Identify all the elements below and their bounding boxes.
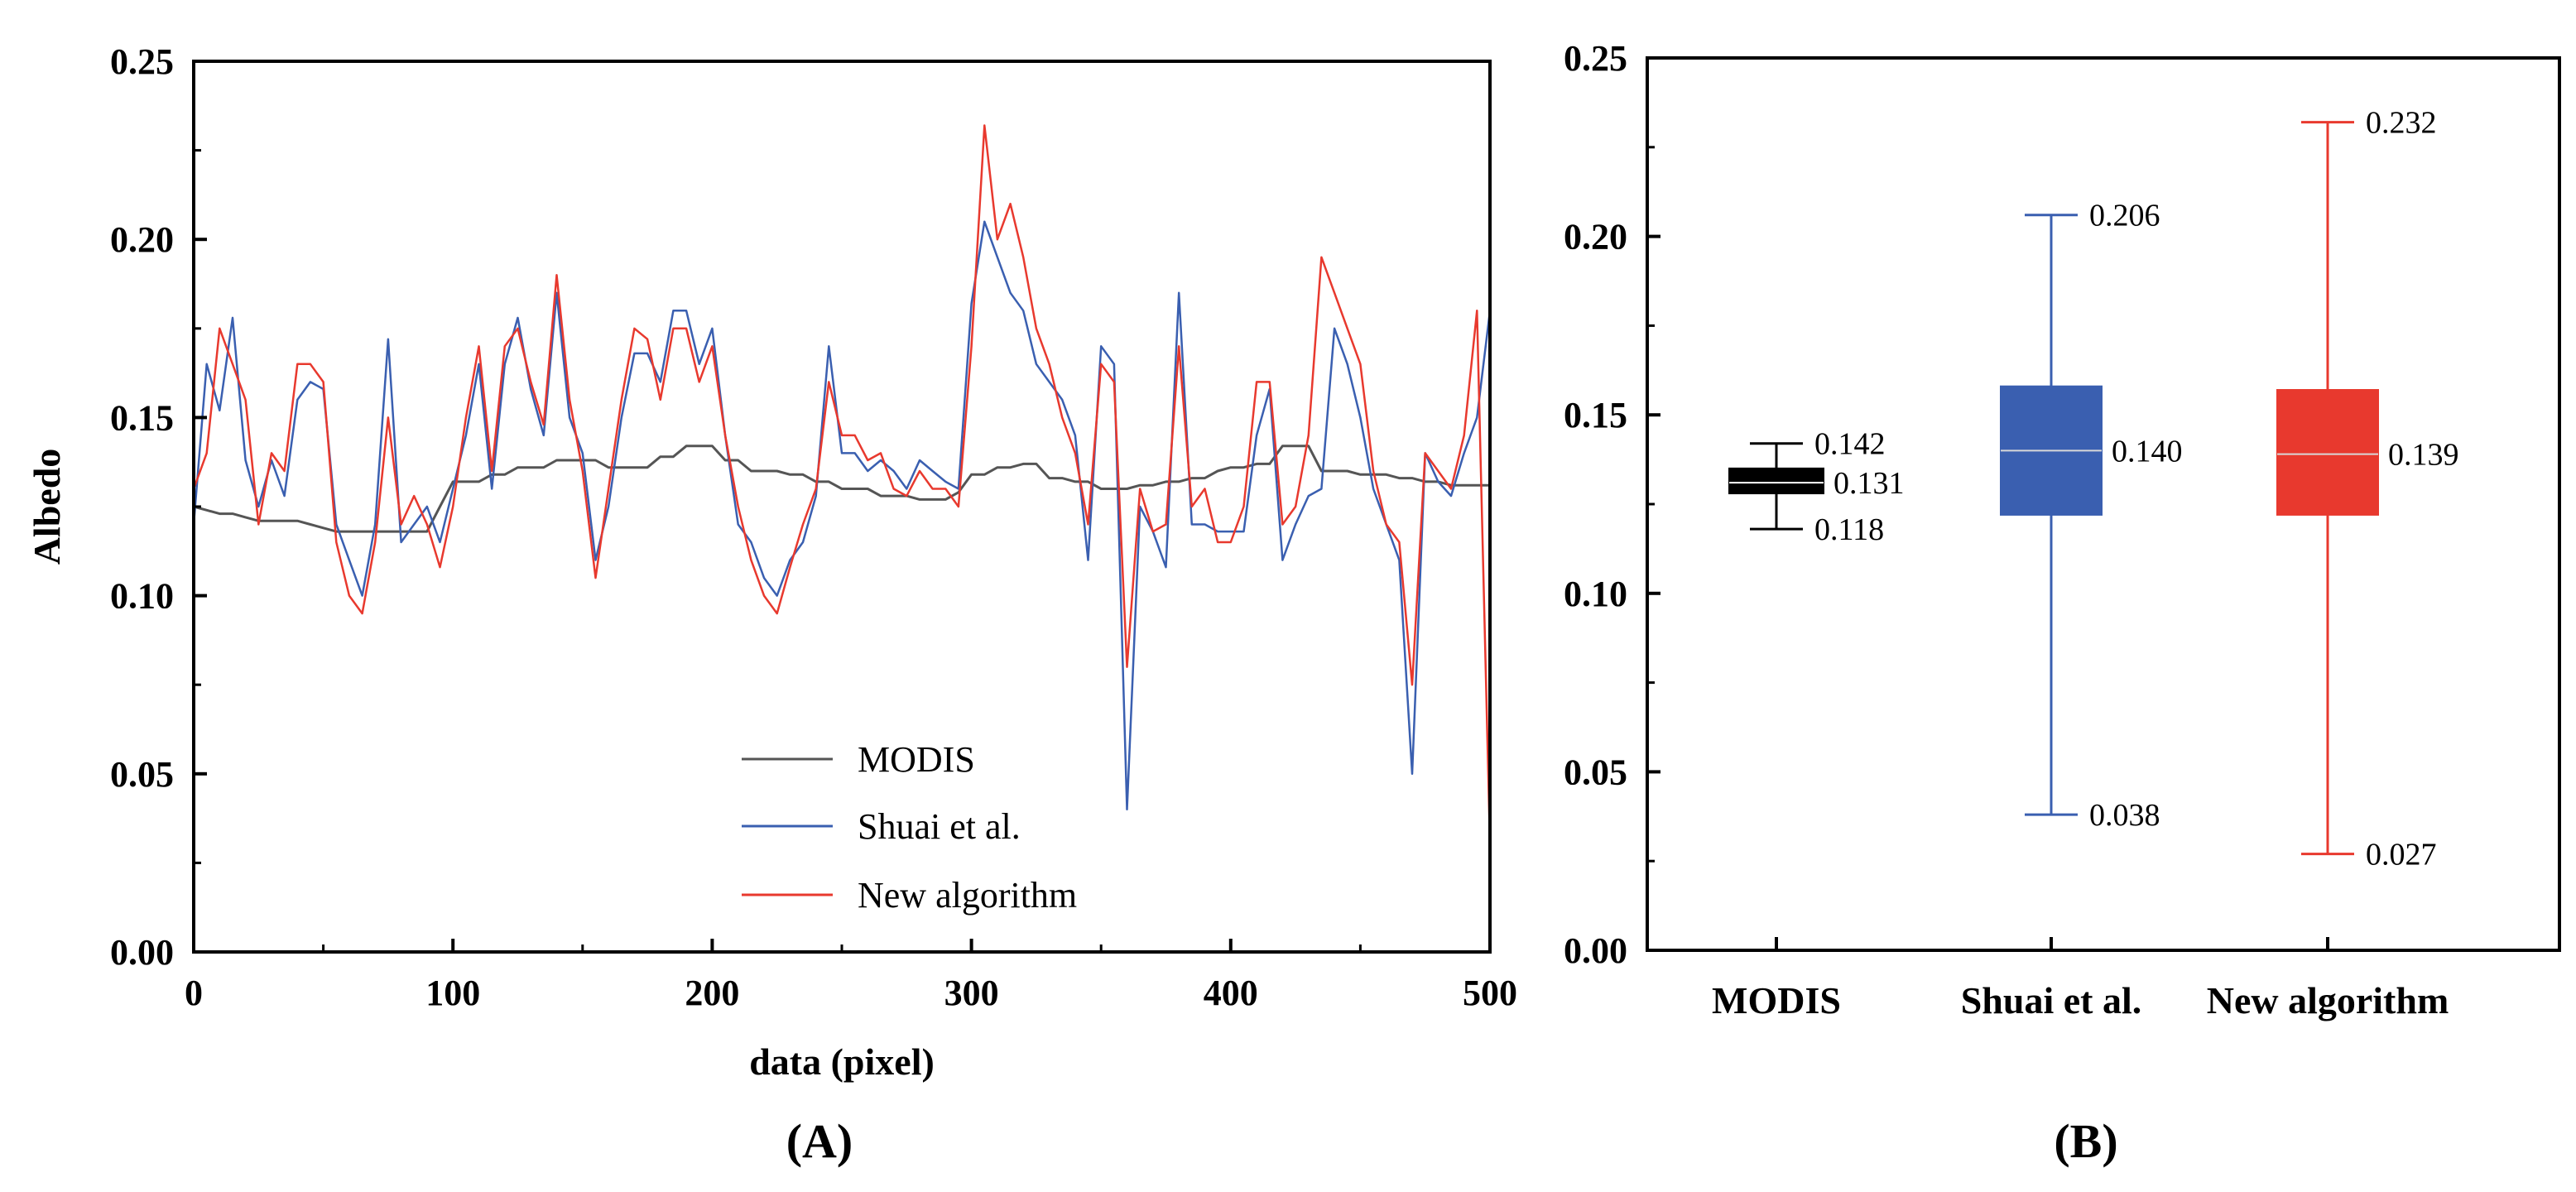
series-line-new-algorithm <box>192 124 1492 845</box>
box-new-algorithm: 0.232 0.139 0.027 <box>2276 106 2459 872</box>
label-median-shuai-et-al: 0.140 <box>2112 434 2183 469</box>
series-line-shuai-et-al <box>192 220 1492 811</box>
y-tick-label: 0.15 <box>1564 395 1627 435</box>
label-min-new-algorithm: 0.027 <box>2366 838 2437 872</box>
panel-a-line-chart: 0 100 200 300 400 500 0.00 0.05 0.10 0.15 0.20 0.25… <box>26 41 1517 1168</box>
panel-a-ticks: 0 100 200 300 400 500 0.00 0.05 0.10 0.15 0.20 0.25 <box>110 41 1517 1013</box>
panel-b-boxes: 0.142 0.131 0.118 0.206 0.140 0.038 0.232 0.139… <box>1728 106 2459 872</box>
y-tick-label: 0.05 <box>110 754 174 795</box>
panel-b-box-chart: 0.142 0.131 0.118 0.206 0.140 0.038 0.232 0.139… <box>1564 38 2561 1168</box>
panel-b-ticks: 0.00 0.05 0.10 0.15 0.20 0.25 MODIS Shuai et al… <box>1564 38 2449 1021</box>
y-tick-label: 0.25 <box>1564 38 1627 79</box>
y-tick-label: 0.20 <box>1564 217 1627 257</box>
box-iqr-new-algorithm <box>2276 389 2379 516</box>
legend-label-modis: MODIS <box>858 739 975 780</box>
panel-a-ylabel: Albedo <box>26 449 68 565</box>
y-tick-label: 0.10 <box>110 576 174 617</box>
x-tick-label: 200 <box>685 973 739 1013</box>
panel-b-label: (B) <box>2054 1114 2117 1168</box>
panel-a-xlabel: data (pixel) <box>749 1041 935 1083</box>
box-modis: 0.142 0.131 0.118 <box>1728 427 1905 547</box>
label-min-modis: 0.118 <box>1814 512 1884 547</box>
box-iqr-modis <box>1728 467 1824 495</box>
y-tick-label: 0.15 <box>110 397 174 438</box>
panel-a-series <box>192 124 1492 845</box>
legend-label-shuai: Shuai et al. <box>858 806 1021 847</box>
series-line-modis <box>193 445 1490 533</box>
y-tick-label: 0.05 <box>1564 752 1627 792</box>
box-shuai-et-al: 0.206 0.140 0.038 <box>2000 199 2183 833</box>
x-tick-label: 0 <box>185 973 203 1013</box>
x-tick-label: 100 <box>425 973 480 1013</box>
label-min-shuai-et-al: 0.038 <box>2089 798 2160 833</box>
panel-a-label: (A) <box>786 1114 853 1168</box>
y-tick-label: 0.10 <box>1564 574 1627 614</box>
y-tick-label: 0.00 <box>110 932 174 973</box>
label-median-modis: 0.131 <box>1833 466 1905 501</box>
panel-a-legend: MODIS Shuai et al. New algorithm <box>742 739 1077 916</box>
x-tick-label: 400 <box>1204 973 1258 1013</box>
category-label-shuai-et-al: Shuai et al. <box>1961 979 2142 1021</box>
label-max-modis: 0.142 <box>1814 427 1886 462</box>
panel-b-plot-frame <box>1646 56 2561 952</box>
label-max-shuai-et-al: 0.206 <box>2089 199 2160 233</box>
label-max-new-algorithm: 0.232 <box>2366 106 2437 141</box>
panel-a-plot-frame <box>192 60 1492 954</box>
category-label-new-algorithm: New algorithm <box>2207 979 2449 1021</box>
x-tick-label: 300 <box>944 973 999 1013</box>
y-tick-label: 0.25 <box>110 41 174 82</box>
label-median-new-algorithm: 0.139 <box>2388 438 2459 473</box>
category-label-modis: MODIS <box>1712 979 1841 1021</box>
y-tick-label: 0.00 <box>1564 930 1627 971</box>
y-tick-label: 0.20 <box>110 219 174 260</box>
x-tick-label: 500 <box>1463 973 1517 1013</box>
legend-label-new-algorithm: New algorithm <box>858 875 1077 916</box>
